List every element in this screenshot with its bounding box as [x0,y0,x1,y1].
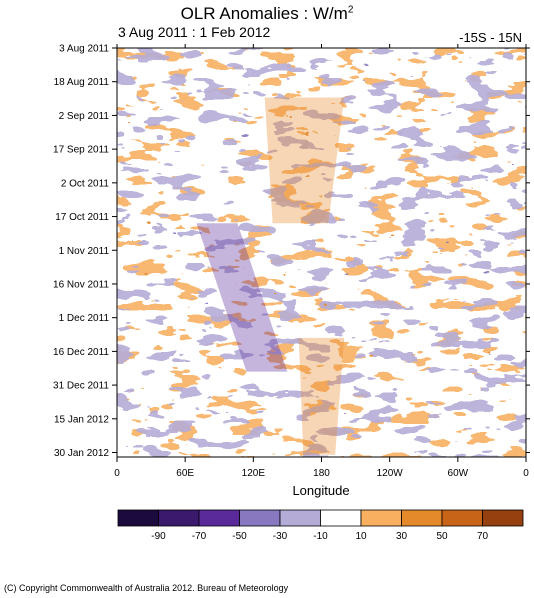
colorbar-bin [482,509,524,527]
colorbar-bin [401,509,443,527]
colorbar-bin [117,509,159,527]
colorbar-tick-label: 70 [477,531,489,542]
y-tick-label: 18 Aug 2011 [54,77,110,88]
x-tick-label: 180 [313,468,330,479]
anomaly-feature [196,223,288,372]
hovmoller-plot: 3 Aug 2011 18 Aug 2011 2 Sep 2011 17 Sep 20… [53,44,530,498]
y-axis: 3 Aug 2011 18 Aug 2011 2 Sep 2011 17 Sep 20… [53,44,530,459]
x-tick-label: 0 [523,468,529,479]
y-tick-label: 1 Dec 2011 [59,313,110,324]
colorbar-bin [320,509,362,527]
y-tick-label: 16 Nov 2011 [53,279,109,290]
colorbar-tick-label: -30 [273,531,288,542]
colorbar-tick-label: -90 [151,531,166,542]
y-tick-label: 2 Sep 2011 [59,111,110,122]
y-tick-label: 17 Sep 2011 [53,145,109,156]
date-range-label: 3 Aug 2011 : 1 Feb 2012 [118,24,271,40]
colorbar-bin [279,509,321,527]
anomaly-layer [117,48,526,457]
x-axis-label: Longitude [292,483,349,498]
x-tick-label: 120W [377,468,404,479]
colorbar-bin [158,509,200,527]
y-tick-label: 15 Jan 2012 [54,414,109,425]
y-tick-label: 31 Dec 2011 [53,381,109,392]
y-tick-label: 30 Jan 2012 [54,448,109,459]
colorbar-bin [198,509,240,527]
colorbar-tick-label: -70 [192,531,207,542]
x-tick-label: 120E [242,468,266,479]
colorbar-bin [360,509,402,527]
colorbar-bins [117,509,524,527]
x-tick-label: 60W [448,468,469,479]
colorbar-tick-label: -10 [313,531,328,542]
colorbar-tick-label: 50 [436,531,448,542]
anomaly-field [117,48,526,457]
x-tick-label: 60E [176,468,194,479]
colorbar-bin [441,509,483,527]
anomaly-feature [264,97,345,224]
colorbar-tick-label: 30 [396,531,408,542]
y-tick-label: 2 Oct 2011 [61,178,110,189]
y-tick-label: 1 Nov 2011 [59,246,110,257]
chart-title: OLR Anomalies : W/m2 [180,4,354,23]
y-tick-label: 17 Oct 2011 [55,212,109,223]
colorbar-ticks: -90 -70 -50 -30 -10 10 30 50 70 [151,531,488,542]
y-tick-label: 3 Aug 2011 [59,44,109,55]
colorbar-bin [239,509,281,527]
y-tick-label: 16 Dec 2011 [53,347,109,358]
anomaly-feature [298,337,345,455]
colorbar-tick-label: 10 [355,531,367,542]
colorbar: -90 -70 -50 -30 -10 10 30 50 70 [117,509,524,542]
x-axis: 0 60E 120E 180 120W 60W 0 [114,44,529,479]
copyright-notice: (C) Copyright Commonwealth of Australia … [4,583,289,593]
colorbar-tick-label: -50 [232,531,247,542]
x-tick-label: 0 [114,468,120,479]
latitude-band-label: -15S - 15N [459,30,522,45]
